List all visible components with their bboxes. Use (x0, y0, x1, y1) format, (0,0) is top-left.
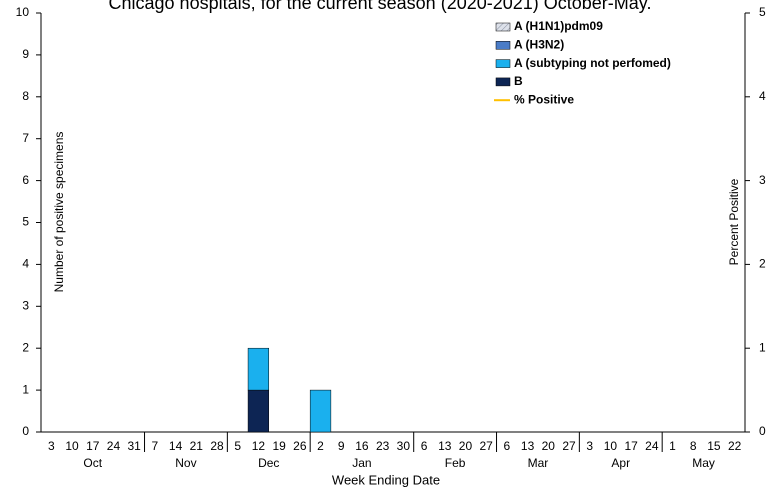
y-tick-label: 5 (22, 215, 29, 229)
x-tick-label: 10 (604, 439, 618, 453)
y-tick-label: 7 (22, 131, 29, 145)
x-tick-label: 24 (645, 439, 659, 453)
y2-tick-label: 0 (759, 424, 766, 438)
legend-swatch (495, 22, 511, 32)
x-tick-label: 6 (421, 439, 428, 453)
y-tick-label: 2 (22, 340, 29, 354)
month-label: Oct (83, 456, 102, 470)
y-tick-label: 10 (16, 5, 30, 19)
y-tick-label: 1 (22, 382, 29, 396)
y-tick-label: 8 (22, 89, 29, 103)
x-tick-label: 9 (338, 439, 345, 453)
x-tick-label: 13 (438, 439, 452, 453)
y2-tick-label: 4 (759, 89, 766, 103)
month-label: Dec (258, 456, 279, 470)
x-tick-label: 21 (190, 439, 204, 453)
x-tick-label: 17 (624, 439, 638, 453)
x-tick-label: 20 (542, 439, 556, 453)
x-tick-label: 28 (210, 439, 224, 453)
x-tick-label: 20 (459, 439, 473, 453)
x-tick-label: 5 (234, 439, 241, 453)
month-label: Mar (528, 456, 549, 470)
x-tick-label: 23 (376, 439, 390, 453)
legend-swatch (495, 77, 511, 87)
x-tick-label: 27 (479, 439, 493, 453)
y-tick-label: 4 (22, 257, 29, 271)
x-tick-label: 27 (562, 439, 576, 453)
y-axis-title: Number of positive specimens (52, 132, 66, 293)
x-tick-label: 3 (48, 439, 55, 453)
x-tick-label: 17 (86, 439, 100, 453)
legend-label: % Positive (514, 92, 574, 106)
chart-title: Chicago hospitals, for the current seaso… (109, 0, 652, 13)
x-tick-label: 1 (669, 439, 676, 453)
y-tick-label: 0 (22, 424, 29, 438)
y-tick-label: 6 (22, 173, 29, 187)
x-tick-label: 6 (504, 439, 511, 453)
y-tick-label: 3 (22, 298, 29, 312)
legend-label: B (514, 74, 523, 88)
x-tick-label: 30 (397, 439, 411, 453)
month-label: Apr (611, 456, 630, 470)
y-tick-label: 9 (22, 47, 29, 61)
month-label: May (692, 456, 715, 470)
bar-segment (247, 389, 270, 433)
x-axis-title: Week Ending Date (332, 472, 440, 487)
x-tick-label: 15 (707, 439, 721, 453)
month-label: Jan (352, 456, 371, 470)
x-tick-label: 8 (690, 439, 697, 453)
month-label: Nov (175, 456, 196, 470)
legend-label: A (H3N2) (514, 37, 564, 51)
x-tick-label: 14 (169, 439, 183, 453)
x-tick-label: 13 (521, 439, 535, 453)
x-tick-label: 12 (252, 439, 266, 453)
y2-tick-label: 2 (759, 257, 766, 271)
x-tick-label: 24 (107, 439, 121, 453)
y2-tick-label: 3 (759, 173, 766, 187)
x-tick-label: 2 (317, 439, 324, 453)
x-tick-label: 16 (355, 439, 369, 453)
x-tick-label: 7 (152, 439, 159, 453)
x-tick-label: 22 (728, 439, 742, 453)
x-tick-label: 19 (272, 439, 286, 453)
month-label: Feb (445, 456, 466, 470)
x-tick-label: 26 (293, 439, 307, 453)
x-tick-label: 3 (586, 439, 593, 453)
y2-tick-label: 5 (759, 5, 766, 19)
x-tick-label: 31 (127, 439, 141, 453)
y2-axis-title: Percent Positive (727, 178, 741, 265)
legend-swatch (495, 59, 511, 68)
legend-swatch (495, 41, 511, 50)
bar-segment (309, 389, 332, 433)
legend-label: A (subtyping not perfomed) (514, 56, 671, 70)
legend-label: A (H1N1)pdm09 (514, 19, 603, 33)
y2-tick-label: 1 (759, 340, 766, 354)
x-tick-label: 10 (65, 439, 79, 453)
bar-segment (247, 347, 270, 391)
